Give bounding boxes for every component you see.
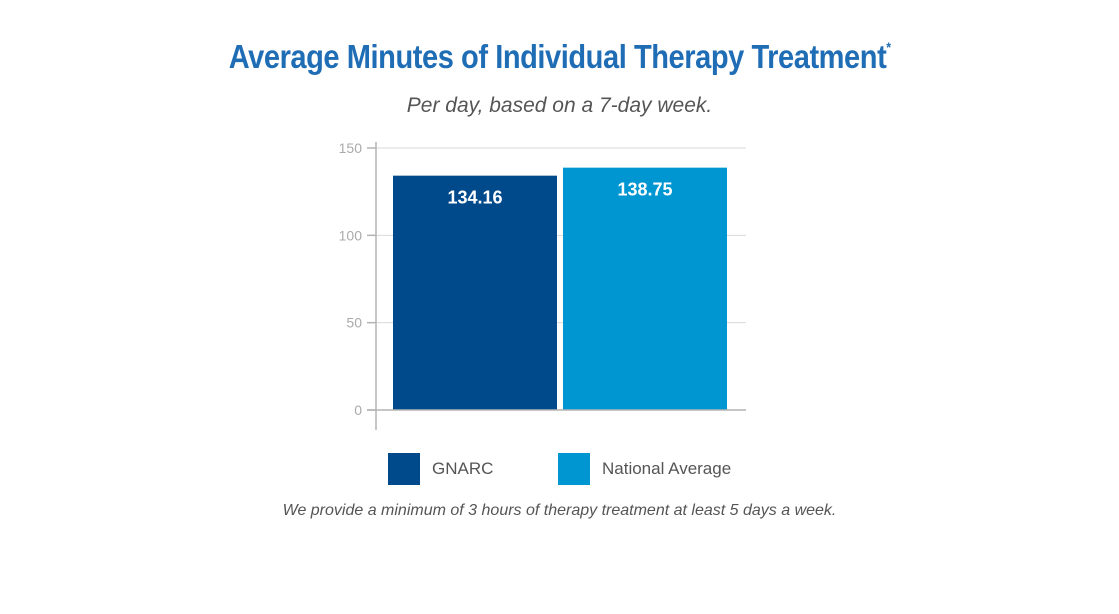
y-tick-label-0: 0 — [354, 402, 362, 418]
chart-subtitle: Per day, based on a 7-day week. — [406, 94, 713, 117]
y-tick-label-150: 150 — [339, 140, 363, 156]
legend-label-national-average: National Average — [602, 459, 732, 478]
legend-item-national-average: National Average — [558, 452, 731, 486]
chart-title: Average Minutes of Individual Therapy Tr… — [67, 38, 1052, 76]
chart-title-text: Average Minutes of Individual Therapy Tr… — [228, 38, 887, 75]
legend-label-gnarc: GNARC — [432, 459, 494, 478]
legend-swatch-gnarc — [388, 453, 420, 485]
chart-legend: GNARC National Average — [0, 452, 1119, 492]
data-label-national-average: 138.75 — [617, 180, 672, 200]
legend-item-gnarc: GNARC — [388, 452, 493, 486]
y-tick-label-50: 50 — [346, 315, 362, 331]
chart-footnote: We provide a minimum of 3 hours of thera… — [282, 502, 837, 519]
bar-national-average — [563, 167, 727, 410]
title-asterisk: * — [886, 39, 891, 55]
bar-gnarc — [393, 175, 557, 410]
y-tick-label-100: 100 — [339, 227, 363, 243]
data-label-gnarc: 134.16 — [447, 188, 502, 208]
legend-swatch-national-average — [558, 453, 590, 485]
